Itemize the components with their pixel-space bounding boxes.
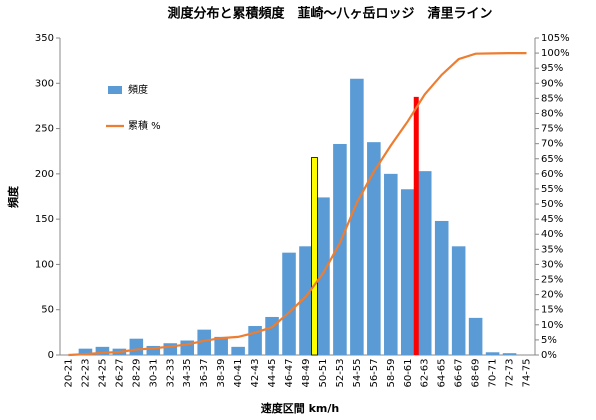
bar <box>502 353 517 355</box>
y2-tick-label: 65% <box>541 154 563 165</box>
legend-swatch <box>108 86 122 94</box>
x-axis-label: 速度区間 km/h <box>261 401 339 415</box>
bar <box>367 142 381 355</box>
y-tick-label: 50 <box>41 305 54 316</box>
bar <box>451 246 466 355</box>
x-tick-label: 38-39 <box>216 358 227 387</box>
y-tick-label: 150 <box>35 214 54 225</box>
bar <box>468 317 483 355</box>
y2-tick-label: 45% <box>541 214 563 225</box>
x-tick-label: 20-21 <box>63 358 74 387</box>
x-tick-label: 70-71 <box>488 358 499 387</box>
bar <box>163 343 178 355</box>
bar <box>384 173 398 355</box>
y2-tick-label: 35% <box>541 244 563 255</box>
x-tick-label: 46-47 <box>284 358 295 387</box>
bar <box>231 346 245 355</box>
reference-mark <box>311 157 318 356</box>
bar <box>214 336 228 355</box>
y-tick-label: 350 <box>35 33 54 44</box>
y-tick-label: 250 <box>35 124 54 135</box>
x-tick-label: 68-69 <box>471 358 482 387</box>
y2-tick-label: 40% <box>541 229 563 240</box>
bar <box>265 316 279 355</box>
y2-tick-label: 30% <box>541 259 563 270</box>
bar <box>78 348 93 355</box>
y2-tick-label: 90% <box>541 78 563 89</box>
legend-label: 累積 % <box>128 119 161 132</box>
y2-tick-label: 20% <box>541 290 563 301</box>
bar <box>316 197 330 355</box>
x-tick-label: 62-63 <box>420 358 431 387</box>
y2-tick-label: 105% <box>541 33 570 44</box>
bar <box>197 329 211 355</box>
x-tick-label: 66-67 <box>454 358 465 387</box>
bar <box>282 252 296 355</box>
x-tick-label: 34-35 <box>182 358 193 387</box>
y2-tick-label: 100% <box>541 48 570 59</box>
y2-tick-label: 15% <box>541 305 563 316</box>
x-tick-label: 48-49 <box>301 358 312 387</box>
y2-tick-label: 95% <box>541 63 563 74</box>
y2-tick-label: 5% <box>541 335 557 346</box>
x-tick-label: 22-23 <box>80 358 91 387</box>
y2-tick-label: 85% <box>541 93 563 104</box>
x-tick-label: 56-57 <box>369 358 380 387</box>
bar <box>146 345 161 355</box>
x-tick-label: 42-43 <box>250 358 261 387</box>
x-tick-label: 54-55 <box>352 358 363 387</box>
y2-tick-label: 0% <box>541 350 557 361</box>
x-tick-label: 40-41 <box>233 358 244 387</box>
bar <box>434 220 449 355</box>
y-tick-label: 0 <box>48 350 54 361</box>
reference-mark <box>413 96 419 355</box>
x-tick-label: 52-53 <box>335 358 346 387</box>
y2-tick-label: 60% <box>541 169 563 180</box>
y-tick-label: 200 <box>35 169 54 180</box>
bar <box>350 78 364 355</box>
y2-tick-label: 80% <box>541 108 563 119</box>
cumulative-line <box>68 51 527 357</box>
x-tick-label: 58-59 <box>386 358 397 387</box>
bar <box>400 189 415 355</box>
y2-tick-label: 70% <box>541 139 563 150</box>
legend-label: 頻度 <box>128 83 148 96</box>
bar <box>299 246 313 355</box>
y2-tick-label: 75% <box>541 124 563 135</box>
y-tick-label: 300 <box>35 78 54 89</box>
chart-title: 測度分布と累積頻度 韮崎～八ヶ岳ロッジ 清里ライン <box>167 6 492 22</box>
y2-tick-label: 25% <box>541 275 563 286</box>
bar <box>333 143 347 355</box>
y-tick-label: 100 <box>35 259 54 270</box>
y2-tick-label: 10% <box>541 320 563 331</box>
x-tick-label: 44-45 <box>267 358 278 387</box>
x-tick-label: 72-73 <box>505 358 516 387</box>
x-tick-label: 24-25 <box>97 358 108 387</box>
x-tick-label: 30-31 <box>148 358 159 387</box>
y2-tick-label: 55% <box>541 184 563 195</box>
bar <box>95 346 110 355</box>
bar <box>485 352 500 355</box>
x-tick-label: 28-29 <box>131 358 142 387</box>
y2-tick-label: 50% <box>541 199 563 210</box>
x-tick-label: 60-61 <box>403 358 414 387</box>
x-tick-label: 64-65 <box>437 358 448 387</box>
bar <box>129 338 144 355</box>
x-tick-label: 74-75 <box>522 358 533 387</box>
x-tick-label: 26-27 <box>114 358 125 387</box>
bar <box>417 171 432 355</box>
x-tick-label: 50-51 <box>318 358 329 387</box>
x-tick-label: 32-33 <box>165 358 176 387</box>
y-axis-label: 頻度 <box>6 185 20 208</box>
x-tick-label: 36-37 <box>199 358 210 387</box>
